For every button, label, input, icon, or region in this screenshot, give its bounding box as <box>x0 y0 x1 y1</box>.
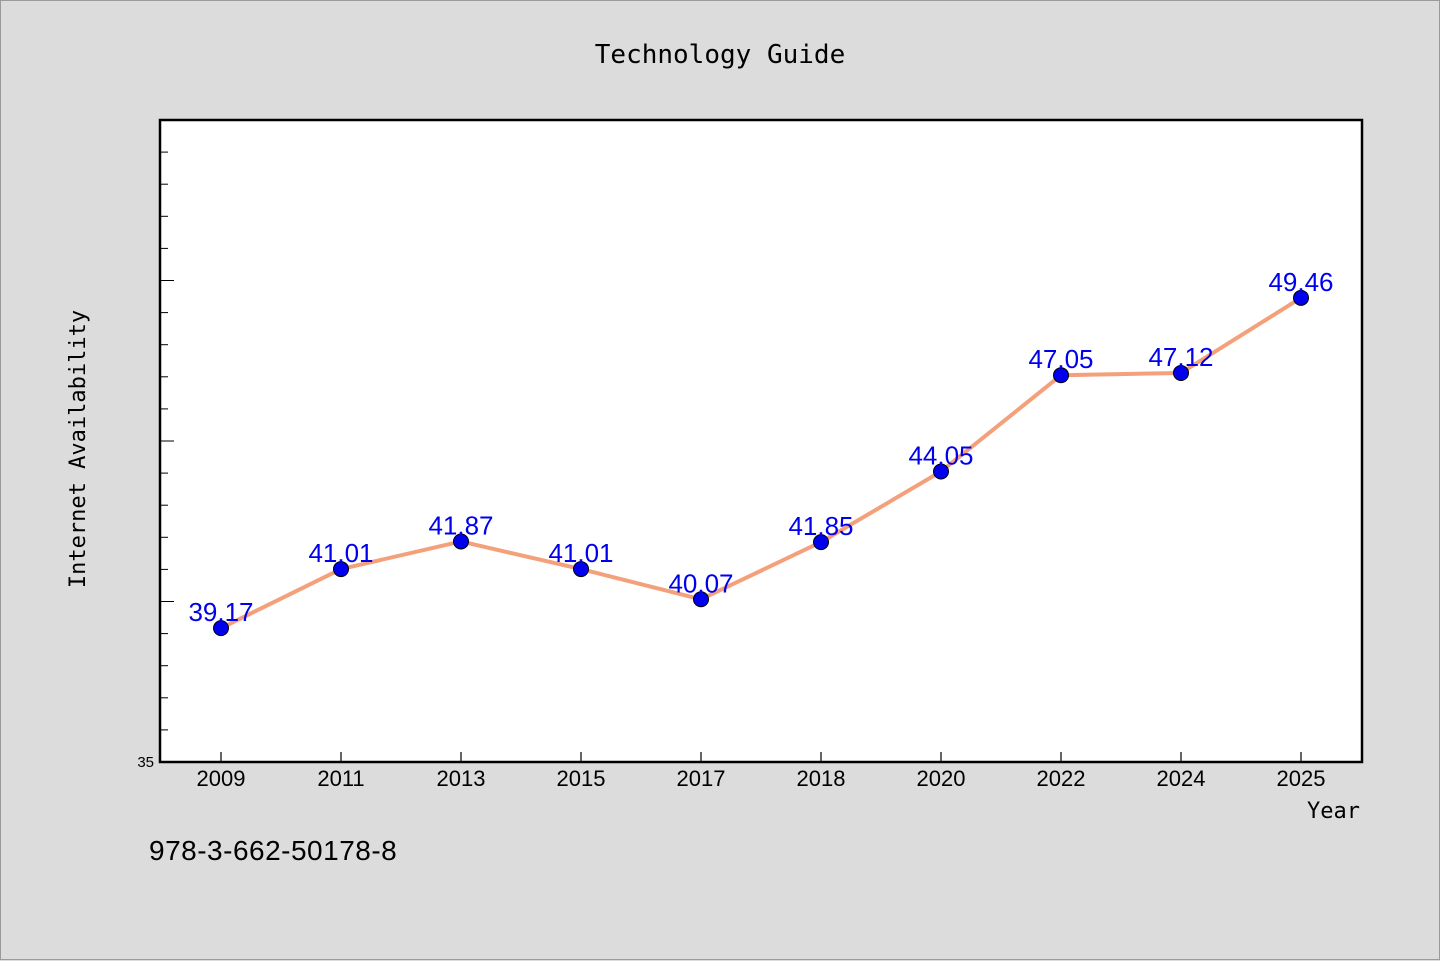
y-axis-ticks: 35 <box>137 119 174 771</box>
data-label: 41.87 <box>428 510 493 540</box>
data-label: 39.17 <box>188 597 253 627</box>
series-line <box>219 295 1303 631</box>
y-axis-label: Internet Availability <box>66 310 91 588</box>
x-tick-label: 2020 <box>917 766 966 791</box>
data-point <box>333 561 349 578</box>
data-label: 47.05 <box>1028 344 1093 374</box>
x-tick-label: 2009 <box>197 766 246 791</box>
data-point <box>453 533 469 550</box>
data-label: 41.85 <box>788 511 853 541</box>
data-point <box>213 620 229 637</box>
data-label: 47.12 <box>1148 342 1213 372</box>
data-point <box>1173 364 1189 381</box>
x-axis-label: Year <box>1307 799 1360 824</box>
data-label: 49.46 <box>1268 267 1333 297</box>
x-axis-ticks: 2009 2011 2013 2015 2017 2018 2020 2022 2024 2025 <box>197 752 1326 791</box>
x-tick-label: 2017 <box>677 766 726 791</box>
data-label: 41.01 <box>548 538 613 568</box>
x-tick-label: 2025 <box>1277 766 1326 791</box>
x-tick-label: 2022 <box>1037 766 1086 791</box>
footer-isbn: 978-3-662-50178-8 <box>149 835 398 866</box>
y-tick-label: 35 <box>137 754 154 771</box>
data-point <box>1053 367 1069 384</box>
plot-area <box>158 118 1364 764</box>
chart-title: Technology Guide <box>595 40 845 70</box>
data-point <box>933 463 949 480</box>
data-label: 40.07 <box>668 568 733 598</box>
series-layer: 39.17 41.01 41.87 41.01 40.07 41.85 44.05 47.05… <box>188 267 1334 637</box>
x-tick-label: 2011 <box>317 766 364 791</box>
data-point <box>573 561 589 578</box>
x-tick-label: 2015 <box>557 766 606 791</box>
x-tick-label: 2024 <box>1157 766 1206 791</box>
x-tick-label: 2013 <box>437 766 486 791</box>
data-point <box>1293 289 1309 306</box>
x-tick-label: 2018 <box>797 766 846 791</box>
data-label: 44.05 <box>908 440 973 470</box>
data-point <box>693 591 709 608</box>
data-point <box>813 534 829 551</box>
data-label: 41.01 <box>308 538 373 568</box>
